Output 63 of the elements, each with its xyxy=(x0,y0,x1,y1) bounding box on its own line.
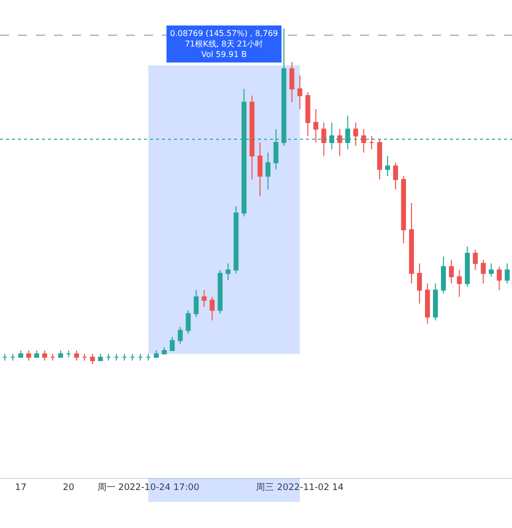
candlestick xyxy=(186,310,191,334)
candlestick xyxy=(162,346,167,354)
candlestick xyxy=(313,108,318,144)
candlestick xyxy=(464,246,470,288)
candlestick xyxy=(82,353,87,362)
candlestick xyxy=(58,350,64,358)
candlestick xyxy=(337,128,342,156)
candlestick xyxy=(106,353,111,362)
candlestick xyxy=(385,155,390,177)
candlestick xyxy=(130,353,135,362)
candlestick xyxy=(417,262,422,304)
candlestick xyxy=(226,262,231,281)
candlestick xyxy=(218,270,223,314)
candlestick xyxy=(377,138,382,180)
candlestick xyxy=(202,290,207,308)
candlestick xyxy=(432,282,438,321)
candlestick xyxy=(289,62,294,103)
candlestick xyxy=(10,353,16,362)
candlestick xyxy=(114,353,119,362)
candlestick xyxy=(194,290,199,318)
candlestick xyxy=(440,256,446,294)
candlestick xyxy=(504,262,510,284)
candlestick xyxy=(305,92,310,136)
x-tick-label: 周一 2022-10-24 17:00 xyxy=(97,482,200,493)
candlestick xyxy=(425,282,430,324)
candlestick xyxy=(66,350,72,358)
candlestick xyxy=(472,249,478,271)
candlestick xyxy=(488,262,494,278)
candlestick xyxy=(250,95,254,180)
candlestick xyxy=(369,135,374,150)
candlestick xyxy=(74,350,80,362)
candlestick xyxy=(42,350,48,362)
candlestick xyxy=(170,336,175,352)
band-label: 0.08769 (145.57%) , 8,769 71根K线, 8天 21小时 Vol 59.91 B xyxy=(170,29,278,59)
candlestick xyxy=(456,270,462,298)
candlestick xyxy=(409,202,414,284)
candlestick xyxy=(154,350,159,358)
x-tick-label: 周三 2022-11-02 14 xyxy=(256,482,344,493)
candlestick xyxy=(297,74,302,110)
candlestick xyxy=(34,350,40,358)
candlestick xyxy=(2,353,8,362)
candlestick xyxy=(401,176,406,244)
candlestick xyxy=(234,206,239,274)
candlestick xyxy=(480,259,486,284)
candlestick xyxy=(146,353,151,362)
candlestick xyxy=(98,353,103,362)
x-tick-label: 17 xyxy=(15,482,26,493)
candlestick xyxy=(496,266,502,291)
candlestick xyxy=(50,353,56,362)
candlestick xyxy=(138,353,143,362)
x-tick-label: 20 xyxy=(62,482,75,493)
candlestick xyxy=(448,259,454,284)
candlestick xyxy=(258,142,262,197)
candlestick xyxy=(26,350,32,362)
candlestick xyxy=(393,162,398,190)
candlestick xyxy=(321,122,326,156)
candlestick xyxy=(266,152,270,190)
candlestick xyxy=(353,122,358,146)
candlestick xyxy=(122,353,127,362)
candlestick xyxy=(178,326,183,344)
candlestick xyxy=(361,128,366,154)
candlestick xyxy=(90,353,95,364)
candlestick xyxy=(210,296,215,321)
